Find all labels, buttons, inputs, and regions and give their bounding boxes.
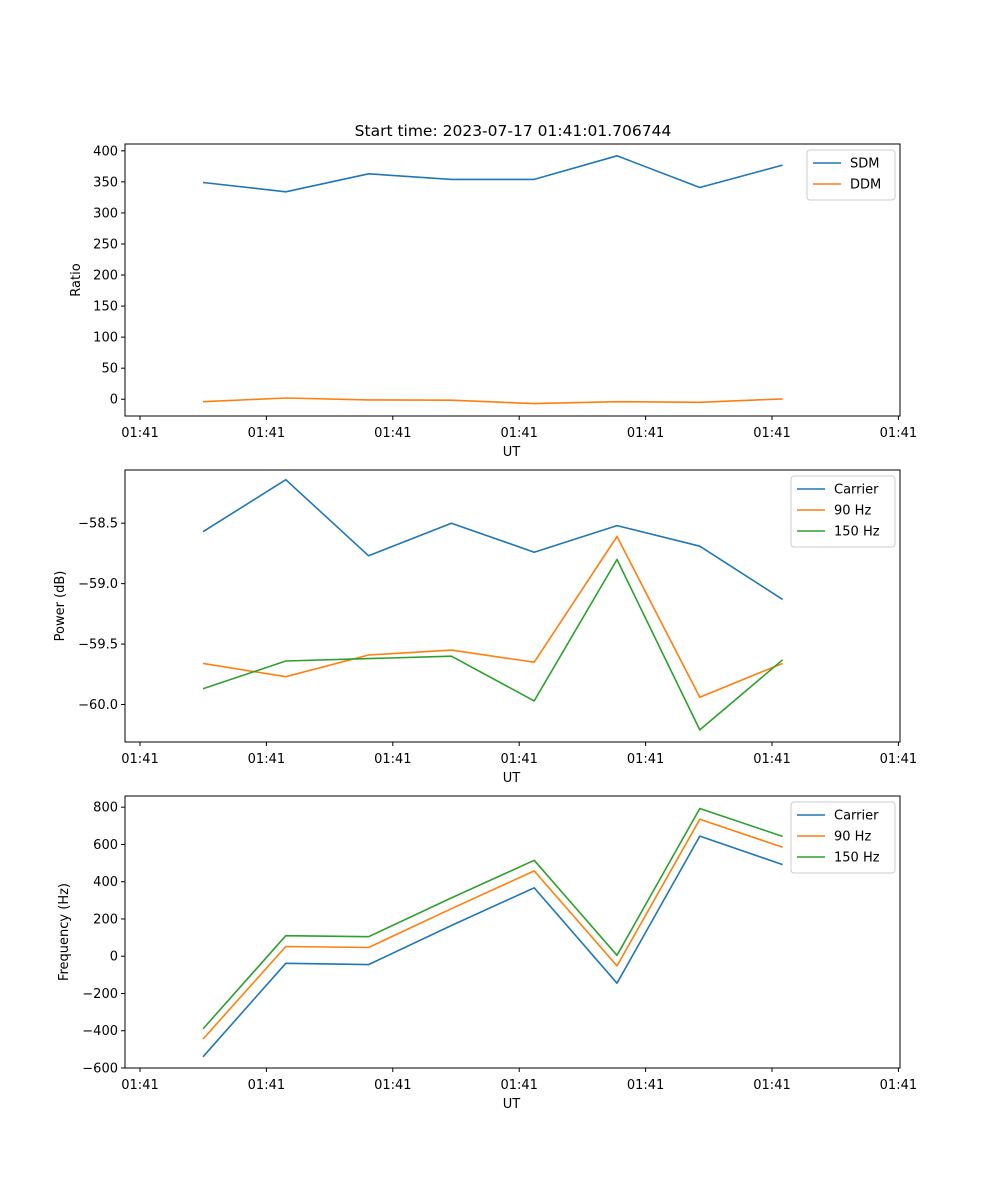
legend-label: Carrier (834, 483, 879, 498)
y-tick-label: 300 (93, 206, 118, 221)
subplot-2: 01:4101:4101:4101:4101:4101:4101:4101:42… (53, 469, 917, 786)
figure-title: Start time: 2023-07-17 01:41:01.706744 (355, 122, 672, 140)
y-tick-label: −59.0 (78, 577, 118, 592)
subplot-1: 01:4101:4101:4101:4101:4101:4101:4101:42… (69, 143, 917, 460)
legend-label: 90 Hz (834, 504, 871, 519)
legend-label: 90 Hz (834, 830, 871, 845)
series-line-150-hz (202, 807, 783, 1030)
y-tick-label: 400 (93, 875, 118, 890)
x-tick-label: 01:41 (121, 752, 158, 767)
y-tick-label: 200 (93, 269, 118, 284)
y-tick-label: 400 (93, 144, 118, 159)
legend-label: DDM (850, 178, 881, 193)
y-tick-label: 350 (93, 175, 118, 190)
series-line-150-hz (202, 558, 784, 731)
x-tick-label: 01:41 (500, 752, 537, 767)
y-tick-label: −59.5 (78, 638, 118, 653)
x-tick-label: 01:41 (374, 1078, 411, 1093)
y-tick-label: −200 (82, 987, 118, 1002)
x-tick-label: 01:41 (248, 426, 285, 441)
y-tick-label: −400 (82, 1024, 118, 1039)
x-tick-label: 01:41 (627, 426, 664, 441)
subplot-3: 01:4101:4101:4101:4101:4101:4101:4101:42… (57, 795, 917, 1112)
series-line-carrier (202, 835, 783, 1058)
axes-frame (124, 795, 901, 1069)
y-tick-label: 150 (93, 300, 118, 315)
legend-box (790, 801, 896, 874)
y-tick-label: 0 (110, 393, 118, 408)
x-tick-label: 01:41 (753, 426, 790, 441)
y-tick-label: 100 (93, 331, 118, 346)
legend-label: SDM (850, 157, 879, 172)
y-axis-label: Power (dB) (53, 571, 68, 642)
y-axis-label: Frequency (Hz) (57, 883, 72, 981)
x-tick-label: 01:41 (500, 426, 537, 441)
x-axis-label: UT (503, 1097, 521, 1112)
x-tick-label: 01:41 (121, 426, 158, 441)
y-tick-label: 800 (93, 801, 118, 816)
x-tick-label: 01:41 (753, 752, 790, 767)
x-tick-label: 01:41 (880, 1078, 917, 1093)
x-tick-label: 01:41 (753, 1078, 790, 1093)
y-tick-label: −60.0 (78, 698, 118, 713)
x-tick-label: 01:41 (627, 1078, 664, 1093)
y-tick-label: 250 (93, 237, 118, 252)
series-line-sdm (202, 155, 783, 193)
y-tick-label: 200 (93, 912, 118, 927)
x-tick-label: 01:41 (374, 426, 411, 441)
x-tick-label: 01:41 (500, 1078, 537, 1093)
x-tick-label: 01:41 (121, 1078, 158, 1093)
y-tick-label: 0 (110, 950, 118, 965)
series-line-90-hz (202, 535, 783, 699)
y-tick-label: 600 (93, 838, 118, 853)
y-tick-label: −58.5 (78, 517, 118, 532)
series-line-carrier (202, 478, 784, 601)
x-axis-label: UT (503, 771, 521, 786)
x-tick-label: 01:41 (248, 752, 285, 767)
x-tick-label: 01:41 (627, 752, 664, 767)
x-tick-label: 01:41 (248, 1078, 285, 1093)
x-axis-label: UT (503, 445, 521, 460)
x-tick-label: 01:41 (374, 752, 411, 767)
legend-box (790, 475, 896, 548)
legend-label: Carrier (834, 809, 879, 824)
subplots: 01:4101:4101:4101:4101:4101:4101:4101:42… (53, 143, 917, 1112)
y-tick-label: 50 (101, 362, 118, 377)
legend-label: 150 Hz (834, 851, 880, 866)
y-axis-label: Ratio (69, 263, 84, 296)
x-tick-label: 01:41 (880, 426, 917, 441)
axes-frame (124, 143, 901, 417)
series-line-ddm (202, 397, 783, 405)
y-tick-label: −600 (82, 1062, 118, 1077)
x-tick-label: 01:41 (880, 752, 917, 767)
axes-frame (124, 469, 901, 743)
series-line-90-hz (202, 818, 783, 1040)
legend-label: 150 Hz (834, 525, 880, 540)
